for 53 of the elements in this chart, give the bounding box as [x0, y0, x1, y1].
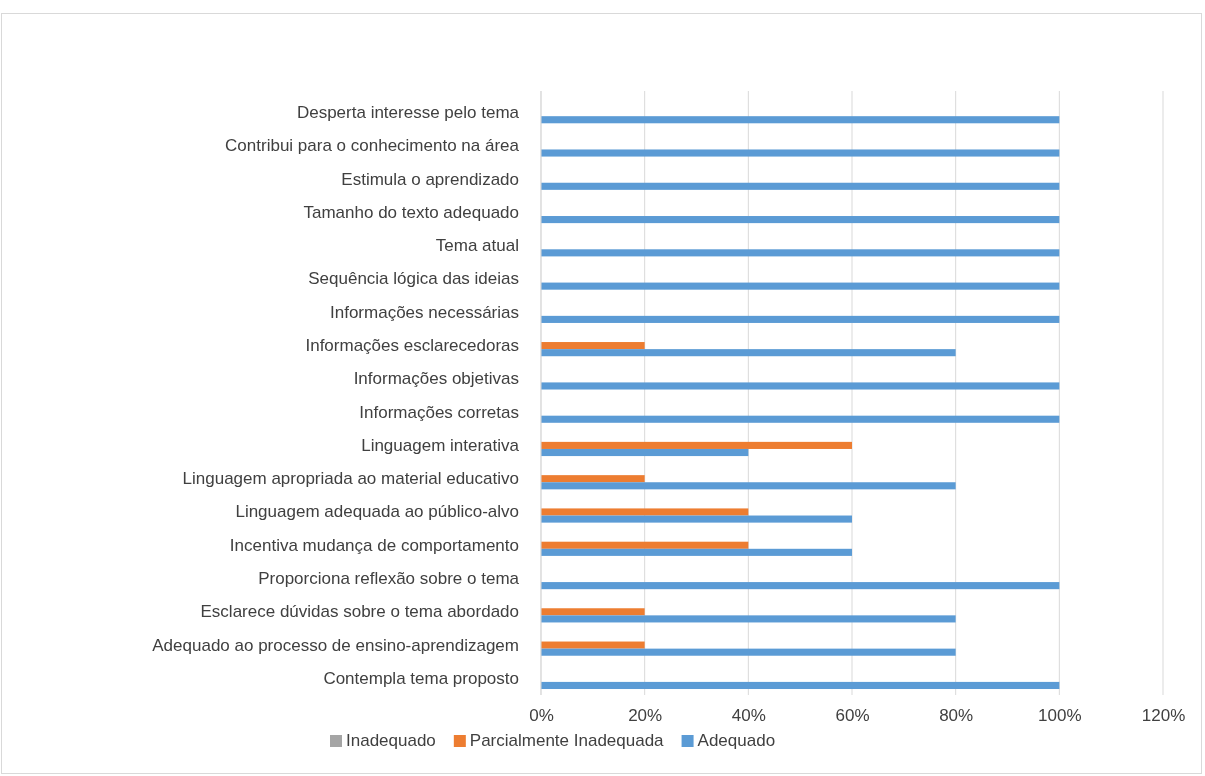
- x-tick-label: 80%: [939, 706, 974, 726]
- y-tick-label: Informações esclarecedoras: [305, 336, 519, 356]
- x-tick-label: 20%: [628, 706, 663, 726]
- bar: [541, 216, 1060, 224]
- bar: [541, 515, 852, 523]
- y-tick-label: Informações necessárias: [330, 302, 519, 322]
- bar: [541, 182, 1060, 190]
- y-tick-label: Informações corretas: [359, 402, 519, 422]
- bar: [541, 615, 956, 623]
- x-tick-label: 120%: [1141, 706, 1186, 726]
- bar: [541, 116, 1060, 124]
- bar: [541, 149, 1060, 157]
- y-tick-label: Incentiva mudança de comportamento: [229, 535, 519, 555]
- x-tick-label: 0%: [529, 706, 554, 726]
- y-tick-label: Linguagem interativa: [361, 435, 520, 455]
- bar: [541, 349, 956, 357]
- bar: [541, 382, 1060, 390]
- legend-label: Parcialmente Inadequada: [469, 731, 665, 750]
- bar: [541, 448, 749, 457]
- legend-label: Inadequado: [346, 731, 436, 750]
- y-tick-label: Desperta interesse pelo tema: [296, 103, 520, 123]
- x-tick-label: 60%: [835, 706, 870, 726]
- y-tick-label: Contribui para o conhecimento na área: [225, 136, 520, 156]
- y-tick-label: Sequência lógica das ideias: [308, 269, 519, 289]
- bar: [541, 342, 645, 350]
- y-tick-label: Contempla tema proposto: [323, 668, 519, 688]
- bar: [541, 608, 645, 616]
- bar: [541, 582, 1060, 590]
- legend-label: Adequado: [697, 731, 776, 750]
- bar: [541, 548, 852, 556]
- bar: [541, 482, 956, 490]
- bar: [541, 648, 956, 656]
- y-tick-label: Linguagem adequada ao público-alvo: [235, 502, 519, 522]
- bar: [541, 415, 1060, 423]
- y-tick-label: Proporciona reflexão sobre o tema: [258, 568, 520, 588]
- y-tick-label: Linguagem apropriada ao material educativo: [182, 469, 519, 489]
- bar: [541, 249, 1060, 257]
- bar: [541, 541, 749, 549]
- bar: [541, 641, 645, 649]
- y-tick-label: Estimula o aprendizado: [341, 169, 519, 189]
- bar: [541, 315, 1060, 323]
- y-tick-label: Tamanho do texto adequado: [303, 202, 519, 222]
- x-tick-label: 100%: [1038, 706, 1082, 726]
- bar: [541, 475, 645, 483]
- y-tick-label: Informações objetivas: [353, 369, 519, 389]
- x-tick-label: 40%: [731, 706, 766, 726]
- bar: [541, 681, 1060, 690]
- bar: [541, 441, 852, 449]
- y-tick-label: Adequado ao processo de ensino-aprendizagem: [152, 635, 519, 655]
- y-tick-label: Tema atual: [435, 236, 519, 256]
- bar: [541, 282, 1060, 290]
- bar: [541, 508, 749, 516]
- y-tick-label: Esclarece dúvidas sobre o tema abordado: [200, 602, 519, 622]
